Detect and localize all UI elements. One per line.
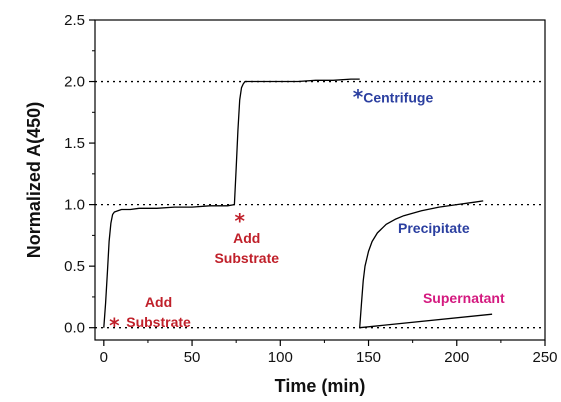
y-tick-label: 0.5 bbox=[64, 258, 85, 275]
x-tick-label: 100 bbox=[268, 349, 293, 366]
x-tick-label: 150 bbox=[356, 349, 381, 366]
annotation-centrifuge: Centrifuge bbox=[363, 89, 433, 105]
x-tick-label: 250 bbox=[532, 349, 557, 366]
y-tick-label: 2.5 bbox=[64, 12, 85, 29]
y-tick-label: 1.5 bbox=[64, 135, 85, 152]
marker-star-centrifuge: * bbox=[353, 85, 364, 109]
y-tick-label: 2.0 bbox=[64, 74, 85, 91]
series-line-2 bbox=[359, 200, 484, 328]
annotation-supernatant: Supernatant bbox=[423, 290, 505, 306]
plot-frame bbox=[94, 19, 546, 341]
x-tick-label: 50 bbox=[184, 349, 201, 366]
y-tick-label: 1.0 bbox=[64, 197, 85, 214]
annotation-add2: Add Substrate bbox=[214, 230, 279, 266]
y-tick-label: 0.0 bbox=[64, 320, 85, 337]
marker-star-add2: * bbox=[234, 209, 245, 233]
marker-star-add1: * bbox=[109, 314, 120, 338]
series-line-1 bbox=[103, 78, 360, 328]
x-tick-label: 0 bbox=[100, 349, 108, 366]
y-axis-title: Normalized A(450) bbox=[24, 102, 44, 258]
x-axis-title: Time (min) bbox=[275, 376, 366, 396]
annotation-precipitate: Precipitate bbox=[398, 220, 470, 236]
series-line-3 bbox=[359, 313, 493, 329]
x-tick-label: 200 bbox=[444, 349, 469, 366]
annotation-add1: Add Substrate bbox=[126, 294, 191, 330]
